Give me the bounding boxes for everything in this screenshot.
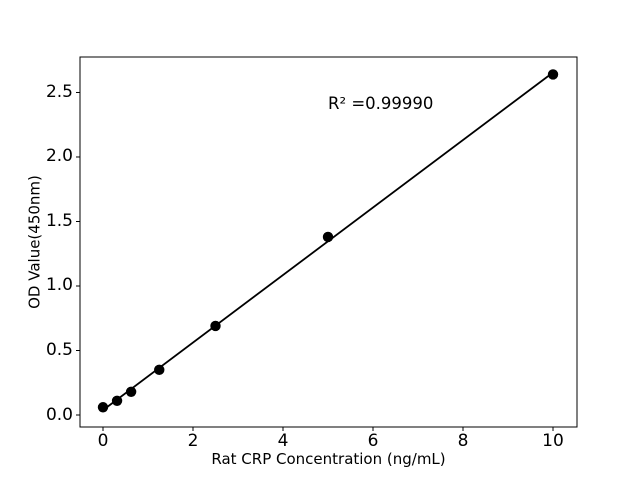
y-tick-label: 0.0 bbox=[45, 404, 73, 425]
x-tick-label: 6 bbox=[367, 431, 379, 451]
r-squared-annotation: R² =0.99990 bbox=[328, 93, 434, 113]
data-point-marker bbox=[322, 231, 334, 243]
data-point-marker bbox=[154, 364, 165, 376]
x-axis-title: Rat CRP Concentration (ng/mL) bbox=[211, 450, 446, 468]
data-point-marker bbox=[547, 69, 559, 80]
y-axis-title: OD Value(450nm) bbox=[25, 175, 44, 309]
x-tick-label: 4 bbox=[277, 431, 289, 451]
x-tick-label: 0 bbox=[97, 431, 109, 451]
x-tick-label: 2 bbox=[187, 431, 199, 451]
x-tick-label: 8 bbox=[457, 431, 469, 451]
plot-frame bbox=[79, 56, 578, 428]
data-point-marker bbox=[97, 402, 109, 413]
data-point-marker bbox=[111, 395, 123, 407]
y-tick-label: 2.5 bbox=[45, 81, 73, 102]
y-tick-label: 1.5 bbox=[45, 210, 73, 231]
y-tick-label: 0.5 bbox=[45, 339, 73, 360]
data-point-marker bbox=[125, 386, 137, 397]
y-tick-label: 1.0 bbox=[45, 275, 73, 296]
data-point-marker bbox=[210, 320, 221, 332]
y-tick-label: 2.0 bbox=[45, 146, 73, 167]
x-tick-label: 10 bbox=[542, 431, 564, 451]
